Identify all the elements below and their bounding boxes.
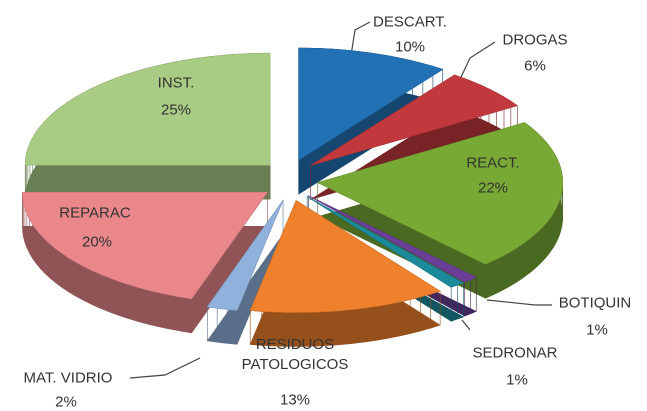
leader-line bbox=[486, 299, 552, 306]
slice-side bbox=[22, 191, 268, 334]
value-label: 13% bbox=[279, 391, 311, 409]
leader-line bbox=[129, 357, 201, 379]
category-label: MAT. VIDRIO bbox=[23, 369, 113, 387]
slice-top bbox=[206, 200, 284, 311]
value-label: 1% bbox=[506, 371, 528, 389]
slice bbox=[249, 199, 441, 347]
value-label: 1% bbox=[586, 321, 608, 339]
value-label: 2% bbox=[55, 393, 77, 411]
slice bbox=[308, 195, 477, 317]
slice-top bbox=[316, 122, 563, 265]
slice-top bbox=[308, 195, 477, 283]
value-label: 10% bbox=[394, 38, 426, 56]
category-label: DESCART. bbox=[373, 13, 447, 31]
category-label: REACT. bbox=[466, 154, 520, 172]
category-label: SEDRONAR bbox=[472, 344, 558, 362]
slice bbox=[21, 191, 268, 334]
slice bbox=[306, 196, 465, 322]
slice-top bbox=[249, 200, 441, 313]
value-label: 20% bbox=[81, 233, 113, 251]
category-label: RESIDUOS PATOLOGICOS bbox=[241, 336, 349, 373]
slice-top bbox=[21, 192, 268, 300]
slice-top bbox=[310, 74, 518, 166]
slice bbox=[24, 52, 271, 200]
slice bbox=[206, 199, 284, 345]
category-label: BOTIQUIN bbox=[558, 294, 632, 312]
category-label: REPARAC bbox=[59, 204, 131, 222]
value-label: 6% bbox=[524, 57, 546, 75]
slice-side bbox=[306, 196, 464, 322]
slice-top bbox=[298, 47, 444, 161]
slice-top bbox=[307, 196, 465, 288]
value-label: 25% bbox=[160, 101, 192, 119]
slice-top bbox=[24, 52, 271, 166]
slice-side bbox=[249, 199, 441, 347]
value-label: 22% bbox=[477, 179, 509, 197]
slice bbox=[316, 122, 564, 299]
slice-side bbox=[308, 195, 477, 317]
category-label: DROGAS bbox=[502, 31, 568, 49]
category-label: INST. bbox=[157, 74, 195, 92]
leader-line bbox=[461, 319, 471, 331]
